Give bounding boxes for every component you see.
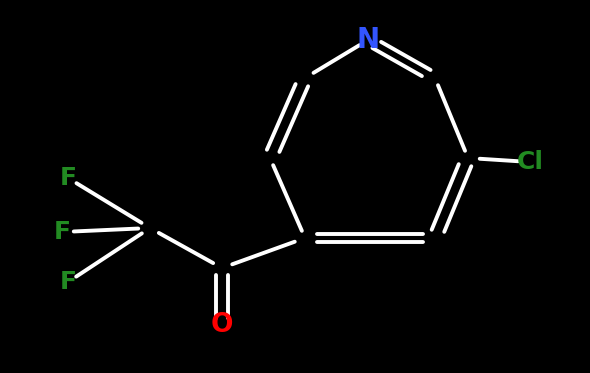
- Text: F: F: [60, 166, 77, 190]
- Text: F: F: [54, 220, 70, 244]
- Text: Cl: Cl: [516, 150, 543, 174]
- Text: O: O: [211, 312, 233, 338]
- Text: N: N: [356, 26, 379, 54]
- Text: F: F: [60, 270, 77, 294]
